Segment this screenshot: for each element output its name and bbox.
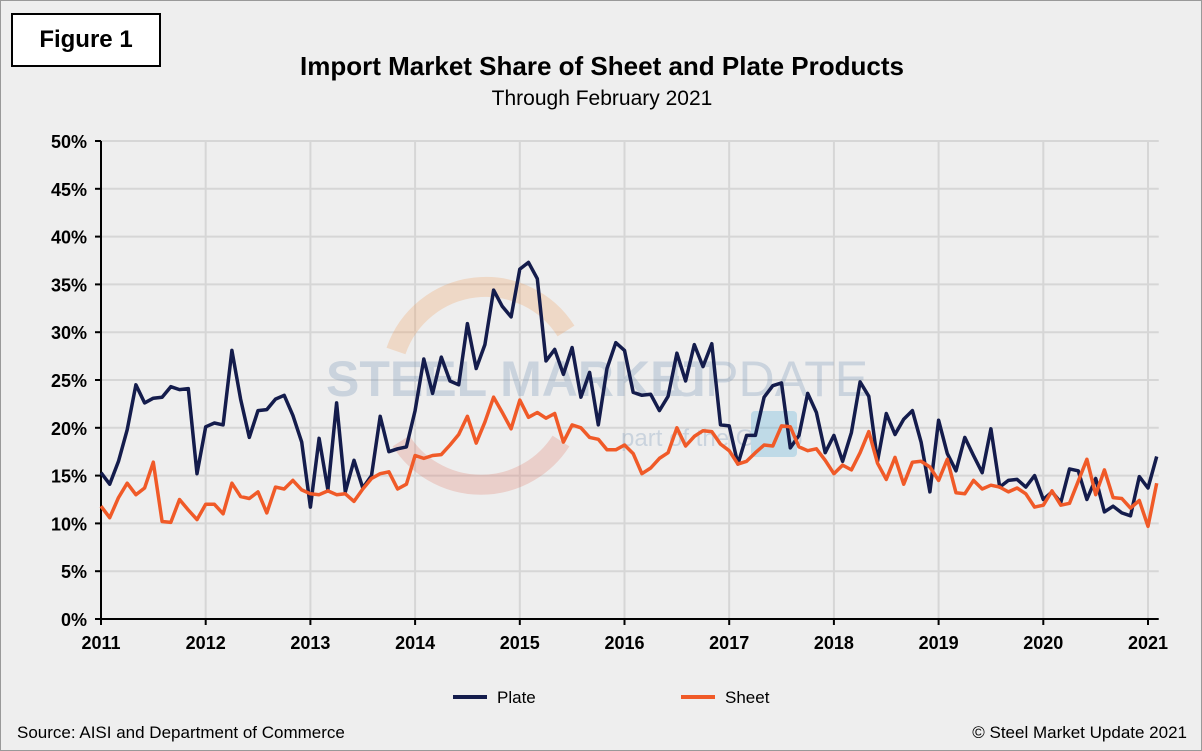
- legend-label-sheet: Sheet: [725, 688, 770, 707]
- y-tick-label: 20%: [51, 419, 87, 439]
- series-line-plate: [99, 260, 1159, 518]
- watermark-text: STEEL MARKET: [326, 351, 714, 407]
- legend: Plate Sheet: [453, 688, 770, 707]
- y-tick-label: 35%: [51, 275, 87, 295]
- copyright-note: © Steel Market Update 2021: [972, 723, 1187, 742]
- series-lines: [99, 260, 1159, 529]
- axes: [95, 140, 1159, 625]
- y-tick-label: 30%: [51, 323, 87, 343]
- chart-title: Import Market Share of Sheet and Plate P…: [300, 51, 904, 81]
- source-note: Source: AISI and Department of Commerce: [17, 723, 345, 742]
- series-line-sheet: [99, 395, 1159, 529]
- y-tick-label: 25%: [51, 371, 87, 391]
- figure-label: Figure 1: [11, 13, 161, 67]
- legend-label-plate: Plate: [497, 688, 536, 707]
- y-tick-label: 10%: [51, 514, 87, 534]
- y-tick-label: 15%: [51, 467, 87, 487]
- y-tick-label: 0%: [61, 610, 87, 630]
- y-tick-label: 40%: [51, 228, 87, 248]
- x-tick-label: 2014: [395, 633, 435, 653]
- x-tick-label: 2016: [604, 633, 644, 653]
- x-tick-label: 2013: [290, 633, 330, 653]
- x-tick-label: 2020: [1023, 633, 1063, 653]
- x-tick-label: 2019: [919, 633, 959, 653]
- x-tick-label: 2011: [81, 633, 120, 653]
- watermark-arc: [386, 276, 575, 355]
- x-tick-label: 2017: [709, 633, 749, 653]
- x-tick-label: 2021: [1128, 633, 1168, 653]
- watermark-logo: STEEL MARKET UPDATE part of the Group: [326, 276, 868, 495]
- x-tick-label: 2018: [814, 633, 854, 653]
- tick-labels: 0% 5% 10% 15% 20% 25% 30% 35% 40% 45% 50% 2011 2012 2…: [51, 132, 1168, 653]
- y-tick-label: 50%: [51, 132, 87, 152]
- x-tick-label: 2012: [186, 633, 226, 653]
- x-tick-label: 2015: [500, 633, 540, 653]
- watermark-arc-lower: [392, 435, 570, 495]
- y-tick-label: 5%: [61, 562, 87, 582]
- chart-subtitle: Through February 2021: [491, 87, 713, 110]
- y-tick-label: 45%: [51, 180, 87, 200]
